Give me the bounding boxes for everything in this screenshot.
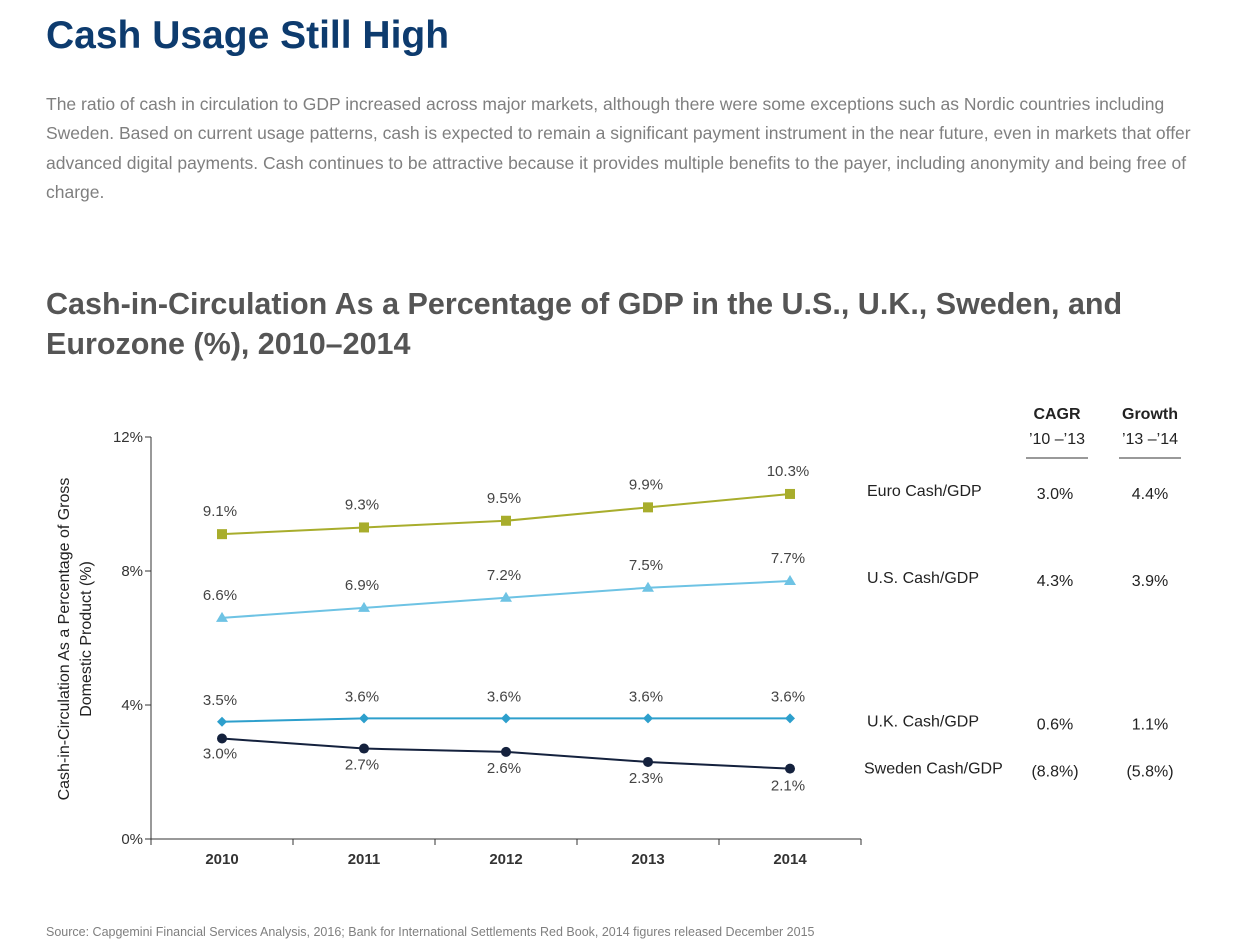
data-point-square xyxy=(643,502,653,513)
data-point-triangle xyxy=(358,601,370,612)
data-label: 6.9% xyxy=(345,577,379,594)
data-point-square xyxy=(501,515,511,526)
data-point-circle xyxy=(785,763,795,774)
data-label: 6.6% xyxy=(203,587,237,604)
side-table-growth-value: (5.8%) xyxy=(1126,764,1173,781)
data-label: 9.9% xyxy=(629,476,663,493)
data-label: 3.6% xyxy=(487,688,521,705)
data-point-diamond xyxy=(785,713,795,724)
side-table-growth-value: 4.4% xyxy=(1132,486,1168,503)
data-label: 9.5% xyxy=(487,490,521,507)
side-table-header: CAGR xyxy=(1033,406,1081,423)
data-point-square xyxy=(785,488,795,499)
chart-title: Cash-in-Circulation As a Percentage of G… xyxy=(46,287,1123,361)
data-label: 3.6% xyxy=(345,688,379,705)
y-tick-label: 0% xyxy=(121,831,143,848)
side-table-subheader: ’10 –’13 xyxy=(1029,431,1085,448)
side-table-cagr-value: (8.8%) xyxy=(1031,764,1078,781)
data-label: 2.1% xyxy=(771,778,805,795)
data-label: 2.3% xyxy=(629,770,663,787)
data-point-circle xyxy=(501,746,511,757)
data-point-triangle xyxy=(216,611,228,622)
side-table-row-label: Euro Cash/GDP xyxy=(867,483,982,500)
data-label: 3.6% xyxy=(629,688,663,705)
data-point-triangle xyxy=(500,591,512,602)
y-tick-label: 4% xyxy=(121,697,143,714)
side-table-growth-value: 1.1% xyxy=(1132,716,1168,733)
data-label: 7.5% xyxy=(629,557,663,574)
chart-axes: 0% 4% 8% 12% 2010 2011 2012 2013 2014 Cash-in-Cir… xyxy=(56,429,862,868)
data-point-diamond xyxy=(359,713,369,724)
x-tick-label: 2010 xyxy=(205,851,238,868)
x-tick-label: 2012 xyxy=(489,851,522,868)
data-label: 10.3% xyxy=(767,463,810,480)
y-axis-label: Domestic Product (%) xyxy=(78,561,95,717)
data-label: 9.1% xyxy=(203,503,237,520)
data-label: 7.2% xyxy=(487,567,521,584)
y-tick-label: 8% xyxy=(121,563,143,580)
intro-paragraph: The ratio of cash in circulation to GDP … xyxy=(46,94,1191,202)
data-point-diamond xyxy=(217,716,227,727)
x-tick-label: 2011 xyxy=(348,851,381,868)
x-tick-label: 2014 xyxy=(773,851,807,868)
data-point-circle xyxy=(643,756,653,767)
source-note: Source: Capgemini Financial Services Ana… xyxy=(46,925,815,939)
x-tick-label: 2013 xyxy=(631,851,664,868)
data-label: 2.6% xyxy=(487,760,521,777)
side-table-cagr-value: 3.0% xyxy=(1037,486,1073,503)
side-table-subheader: ’13 –’14 xyxy=(1122,431,1178,448)
data-label: 3.6% xyxy=(771,688,805,705)
data-label: 3.5% xyxy=(203,692,237,709)
side-table-header: Growth xyxy=(1122,406,1178,423)
data-point-triangle xyxy=(784,575,796,586)
page-title: Cash Usage Still High xyxy=(46,14,450,57)
data-label: 2.7% xyxy=(345,757,379,774)
y-axis-label: Cash-in-Circulation As a Percentage of G… xyxy=(56,478,73,801)
data-point-triangle xyxy=(642,581,654,592)
side-table: CAGR ’10 –’13 Growth ’13 –’14 Euro Cash/GDP 3… xyxy=(864,406,1181,781)
side-table-cagr-value: 4.3% xyxy=(1037,573,1073,590)
side-table-row-label: U.S. Cash/GDP xyxy=(867,570,979,587)
chart-series-lines xyxy=(216,488,796,774)
data-label: 3.0% xyxy=(203,746,237,763)
data-point-diamond xyxy=(501,713,511,724)
data-point-circle xyxy=(217,733,227,744)
side-table-row-label: Sweden Cash/GDP xyxy=(864,761,1003,778)
data-point-square xyxy=(217,529,227,540)
data-label: 7.7% xyxy=(771,550,805,567)
data-point-circle xyxy=(359,743,369,754)
side-table-cagr-value: 0.6% xyxy=(1037,716,1073,733)
side-table-growth-value: 3.9% xyxy=(1132,573,1168,590)
side-table-row-label: U.K. Cash/GDP xyxy=(867,713,979,730)
data-point-diamond xyxy=(643,713,653,724)
y-tick-label: 12% xyxy=(113,429,143,446)
data-point-square xyxy=(359,522,369,533)
data-label: 9.3% xyxy=(345,496,379,513)
chart-data-labels: 9.1% 9.3% 9.5% 9.9% 10.3% 6.6% 6.9% 7.2% 7.5% 7.7… xyxy=(203,463,809,795)
